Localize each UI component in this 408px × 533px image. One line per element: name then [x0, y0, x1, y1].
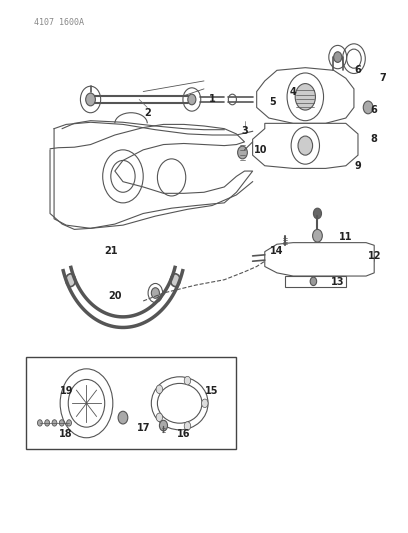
Circle shape — [361, 252, 371, 265]
Circle shape — [86, 93, 95, 106]
Bar — [26, 357, 236, 449]
Text: 18: 18 — [60, 429, 73, 439]
Text: 2: 2 — [144, 108, 151, 118]
Circle shape — [66, 274, 75, 287]
Circle shape — [334, 52, 342, 62]
Text: 15: 15 — [205, 386, 219, 396]
Text: 19: 19 — [60, 386, 73, 396]
Circle shape — [156, 413, 163, 422]
Text: 11: 11 — [339, 232, 353, 243]
Circle shape — [171, 274, 180, 287]
Text: 7: 7 — [379, 73, 386, 83]
Text: 14: 14 — [270, 246, 284, 256]
Circle shape — [313, 229, 322, 242]
Text: 6: 6 — [371, 105, 377, 115]
Circle shape — [160, 420, 168, 431]
Circle shape — [298, 136, 313, 155]
Text: 4: 4 — [290, 86, 297, 96]
Circle shape — [59, 419, 64, 426]
Text: 8: 8 — [371, 134, 378, 144]
Circle shape — [295, 84, 315, 110]
Text: 3: 3 — [241, 126, 248, 136]
Text: 1: 1 — [209, 94, 215, 104]
Circle shape — [156, 385, 163, 393]
Text: 12: 12 — [368, 251, 381, 261]
Text: 6: 6 — [355, 66, 361, 75]
Text: 10: 10 — [254, 145, 268, 155]
Circle shape — [184, 376, 191, 385]
Text: 21: 21 — [104, 246, 118, 256]
Circle shape — [184, 422, 191, 430]
Polygon shape — [257, 68, 354, 123]
Text: 13: 13 — [331, 277, 344, 287]
Circle shape — [151, 288, 160, 298]
Text: 4107 1600A: 4107 1600A — [34, 18, 84, 27]
Circle shape — [45, 419, 50, 426]
Circle shape — [188, 94, 196, 105]
Polygon shape — [253, 123, 358, 168]
Text: 16: 16 — [177, 429, 191, 439]
Circle shape — [38, 419, 42, 426]
Circle shape — [313, 208, 322, 219]
Circle shape — [202, 399, 208, 408]
Polygon shape — [265, 243, 374, 276]
Circle shape — [363, 101, 373, 114]
Polygon shape — [285, 276, 346, 287]
Circle shape — [310, 277, 317, 286]
Text: 20: 20 — [108, 290, 122, 301]
Circle shape — [118, 411, 128, 424]
Polygon shape — [293, 253, 366, 264]
Circle shape — [52, 419, 57, 426]
Text: 5: 5 — [270, 97, 276, 107]
Text: 9: 9 — [355, 161, 361, 171]
Circle shape — [67, 419, 71, 426]
Text: 17: 17 — [136, 423, 150, 433]
Circle shape — [237, 146, 247, 159]
